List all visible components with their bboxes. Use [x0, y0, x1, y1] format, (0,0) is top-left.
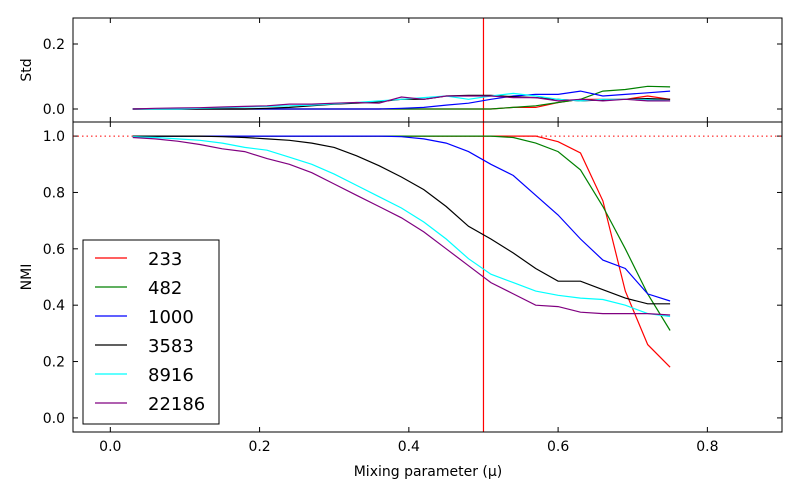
x-axis-title: Mixing parameter (μ) [354, 464, 503, 480]
legend-label-3583: 3583 [148, 336, 194, 357]
legend-label-1000: 1000 [148, 307, 194, 328]
std-ytick-label: 0.0 [43, 102, 65, 118]
legend: 233 482 1000 3583 8916 22186 [82, 239, 220, 425]
nmi-ytick-label: 0.4 [43, 298, 65, 314]
std-y-axis-title: Std [19, 58, 35, 81]
nmi-ytick-label: 0.8 [43, 185, 65, 201]
nmi-frame [72, 121, 783, 433]
std-series-8916 [132, 92, 671, 110]
nmi-series-3583 [132, 135, 671, 305]
nmi-y-axis-title: NMI [19, 264, 35, 291]
x-axis: 0.0 0.2 0.4 0.6 0.8 [99, 439, 718, 455]
std-frame [72, 17, 783, 123]
std-ytick-label: 0.2 [43, 37, 65, 53]
nmi-panel: 0.0 0.2 0.4 0.6 0.8 1.0 NMI [19, 121, 783, 433]
nmi-ytick-label: 0.2 [43, 355, 65, 371]
std-series-482 [132, 85, 671, 110]
legend-label-22186: 22186 [148, 394, 205, 415]
x-tick-label: 0.4 [398, 439, 420, 455]
legend-label-233: 233 [148, 249, 182, 270]
legend-box [82, 239, 220, 425]
x-tick-label: 0.8 [696, 439, 718, 455]
legend-label-8916: 8916 [148, 365, 194, 386]
nmi-ytick-label: 0.0 [43, 411, 65, 427]
nmi-ytick-label: 1.0 [43, 129, 65, 145]
std-series-22186 [132, 95, 671, 110]
nmi-ytick-label: 0.6 [43, 242, 65, 258]
nmi-series-22186 [132, 136, 671, 316]
nmi-plot-area [73, 122, 782, 432]
x-tick-label: 0.0 [99, 439, 121, 455]
x-tick-label: 0.6 [547, 439, 569, 455]
std-plot-area [132, 18, 671, 122]
std-panel: 0.0 0.2 Std [19, 17, 783, 123]
x-tick-label: 0.2 [248, 439, 270, 455]
legend-label-482: 482 [148, 278, 182, 299]
nmi-series-8916 [132, 136, 671, 318]
